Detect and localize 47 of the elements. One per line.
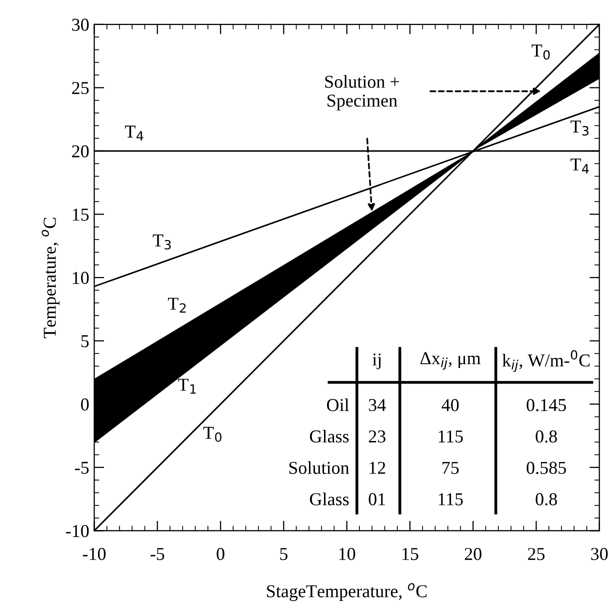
annotation: k$_{ij}$, W/m-$^{0}$C	[502, 350, 590, 372]
annotation: T$_{2}$	[168, 298, 186, 313]
y-tick-label: -5	[75, 462, 89, 474]
y-tick-label: 15	[72, 208, 89, 221]
x-axis-title: StageTemperature, $^{o}$C	[267, 583, 427, 602]
x-tick-label: 30	[591, 548, 608, 560]
annotation: T$_{4}$	[125, 126, 144, 140]
annotation: 75	[442, 462, 459, 474]
annotation: 115	[438, 430, 463, 443]
y-tick-label: 0	[81, 398, 89, 411]
annotation: T$_{3}$	[152, 234, 171, 250]
annotation: 0.585	[526, 462, 566, 474]
annotation: Solution + Specimen	[325, 75, 400, 110]
annotation: 115	[438, 493, 463, 506]
annotation: 12	[370, 462, 386, 474]
annotation: 40	[442, 398, 459, 412]
x-tick-label: 10	[339, 548, 356, 560]
x-tick-label: 15	[402, 548, 418, 560]
x-tick-label: 0	[216, 548, 224, 560]
y-tick-label: 5	[81, 335, 89, 348]
annotation: 0.8	[536, 493, 557, 506]
annotation: T$_{0}$	[203, 426, 222, 442]
annotation: T$_{1}$	[178, 378, 196, 394]
y-tick-label: 30	[72, 18, 89, 31]
annotation: 23	[368, 430, 386, 443]
y-tick-label: 20	[72, 145, 89, 158]
x-tick-label: -5	[150, 548, 164, 560]
annotation: Glass	[310, 430, 349, 443]
annotation: 34	[368, 399, 386, 412]
annotation: 01	[368, 493, 386, 506]
x-tick-label: 20	[464, 548, 482, 560]
annotation: T$_{3}$	[570, 120, 588, 136]
annotation: Oil	[327, 398, 349, 412]
annotation: Δx$_{ij}$, μm	[420, 352, 481, 370]
y-tick-label: -10	[66, 524, 89, 538]
annotation: 0.145	[526, 398, 566, 412]
annotation: ij	[372, 353, 381, 370]
annotation: T$_{4}$	[570, 158, 589, 174]
annotation: T$_{0}$	[532, 44, 550, 60]
annotation: Glass	[310, 492, 349, 506]
x-tick-label: 5	[280, 548, 288, 560]
y-tick-label: 25	[72, 82, 89, 94]
y-axis-title: Temperature, $^{o}$C	[42, 218, 60, 338]
x-tick-label: 25	[528, 548, 545, 560]
annotation: 0.8	[536, 430, 557, 443]
y-tick-label: 10	[72, 272, 89, 284]
annotation: Solution	[289, 461, 350, 474]
